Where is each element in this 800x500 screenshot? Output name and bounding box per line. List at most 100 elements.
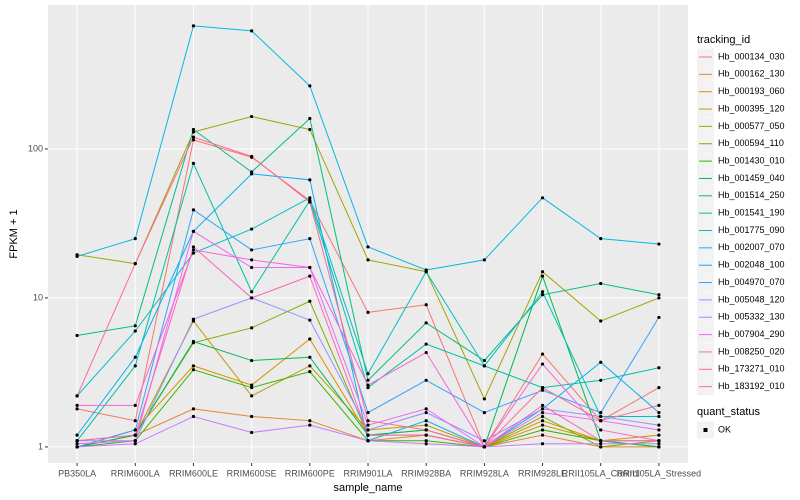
- data-point: [540, 352, 545, 356]
- data-point: [540, 274, 545, 278]
- data-point: [657, 315, 661, 320]
- data-point: [250, 154, 254, 159]
- data-point: [366, 383, 370, 387]
- x-tick-label: RRIM928LA: [460, 468, 509, 478]
- legend-label: Hb_001459_040: [718, 173, 785, 183]
- data-point: [133, 364, 137, 368]
- y-tick-label: 10: [33, 292, 43, 302]
- data-point: [250, 290, 254, 294]
- data-point: [75, 333, 79, 338]
- y-tick-label: 100: [28, 143, 43, 153]
- data-point: [657, 296, 661, 300]
- legend-label: Hb_001541_190: [718, 208, 785, 218]
- data-point: [250, 326, 254, 330]
- data-point: [366, 372, 370, 376]
- legend-label: Hb_008250_020: [718, 346, 785, 356]
- data-point: [250, 265, 254, 270]
- data-point: [599, 439, 603, 443]
- data-point: [308, 364, 312, 368]
- data-point: [540, 407, 545, 411]
- data-point: [366, 439, 370, 443]
- data-point: [75, 433, 79, 437]
- data-point: [424, 321, 428, 325]
- data-point: [191, 245, 196, 249]
- data-point: [75, 439, 79, 443]
- data-point: [540, 270, 545, 274]
- data-point: [308, 299, 312, 303]
- data-point: [308, 84, 312, 88]
- data-point: [308, 178, 312, 182]
- data-point: [599, 419, 603, 423]
- data-point: [191, 24, 196, 28]
- data-point: [599, 442, 603, 446]
- data-point: [133, 324, 137, 328]
- data-point: [540, 410, 545, 415]
- x-tick-label: RRII105LA_Stressed: [617, 468, 702, 478]
- data-point: [366, 419, 370, 423]
- data-point: [308, 196, 312, 200]
- data-point: [191, 127, 196, 132]
- data-point: [308, 355, 312, 359]
- data-point: [250, 394, 254, 398]
- data-point: [191, 407, 196, 411]
- data-point: [308, 423, 312, 427]
- legend-label: Hb_000134_030: [718, 51, 785, 61]
- data-point: [191, 229, 196, 233]
- data-point: [308, 419, 312, 423]
- data-point: [250, 386, 254, 390]
- data-point: [308, 116, 312, 121]
- data-point: [250, 227, 254, 231]
- data-point: [424, 410, 428, 415]
- data-point: [250, 258, 254, 262]
- data-point: [540, 433, 545, 437]
- data-point: [133, 355, 137, 359]
- legend-label: Hb_000395_120: [718, 103, 785, 113]
- x-tick-label: RRIM928BA: [401, 468, 451, 478]
- data-point: [599, 410, 603, 415]
- data-point: [75, 445, 79, 449]
- data-point: [191, 414, 196, 419]
- data-point: [657, 423, 661, 427]
- data-point: [540, 362, 545, 366]
- data-point: [250, 248, 254, 252]
- data-point: [599, 281, 603, 286]
- x-tick-label: RRIM600LA: [111, 468, 160, 478]
- data-point: [657, 410, 661, 415]
- data-point: [366, 378, 370, 382]
- data-point: [657, 428, 661, 432]
- data-point: [366, 410, 370, 415]
- data-point: [133, 261, 137, 266]
- data-point: [482, 358, 486, 363]
- data-point: [308, 237, 312, 241]
- data-point: [657, 242, 661, 246]
- data-point: [540, 403, 545, 407]
- data-point: [424, 439, 428, 443]
- data-point: [133, 237, 137, 241]
- data-point: [540, 386, 545, 390]
- data-point: [133, 329, 137, 333]
- shape-legend-title: quant_status: [697, 406, 760, 418]
- data-point: [191, 339, 196, 344]
- data-point: [191, 368, 196, 372]
- data-point: [191, 161, 196, 165]
- data-point: [133, 403, 137, 407]
- data-point: [250, 383, 254, 387]
- data-point: [191, 208, 196, 212]
- data-point: [424, 407, 428, 411]
- legend-label: Hb_173271_010: [718, 364, 785, 374]
- legend-label: Hb_000577_050: [718, 121, 785, 131]
- data-point: [250, 414, 254, 419]
- data-point: [424, 428, 428, 432]
- data-point: [482, 364, 486, 368]
- data-point: [540, 414, 545, 419]
- data-point: [424, 378, 428, 382]
- data-point: [366, 428, 370, 432]
- data-point: [191, 364, 196, 368]
- data-point: [308, 274, 312, 278]
- data-point: [133, 442, 137, 446]
- legend-title: tracking_id: [697, 34, 750, 46]
- data-point: [657, 403, 661, 407]
- data-point: [424, 350, 428, 355]
- data-point: [599, 428, 603, 432]
